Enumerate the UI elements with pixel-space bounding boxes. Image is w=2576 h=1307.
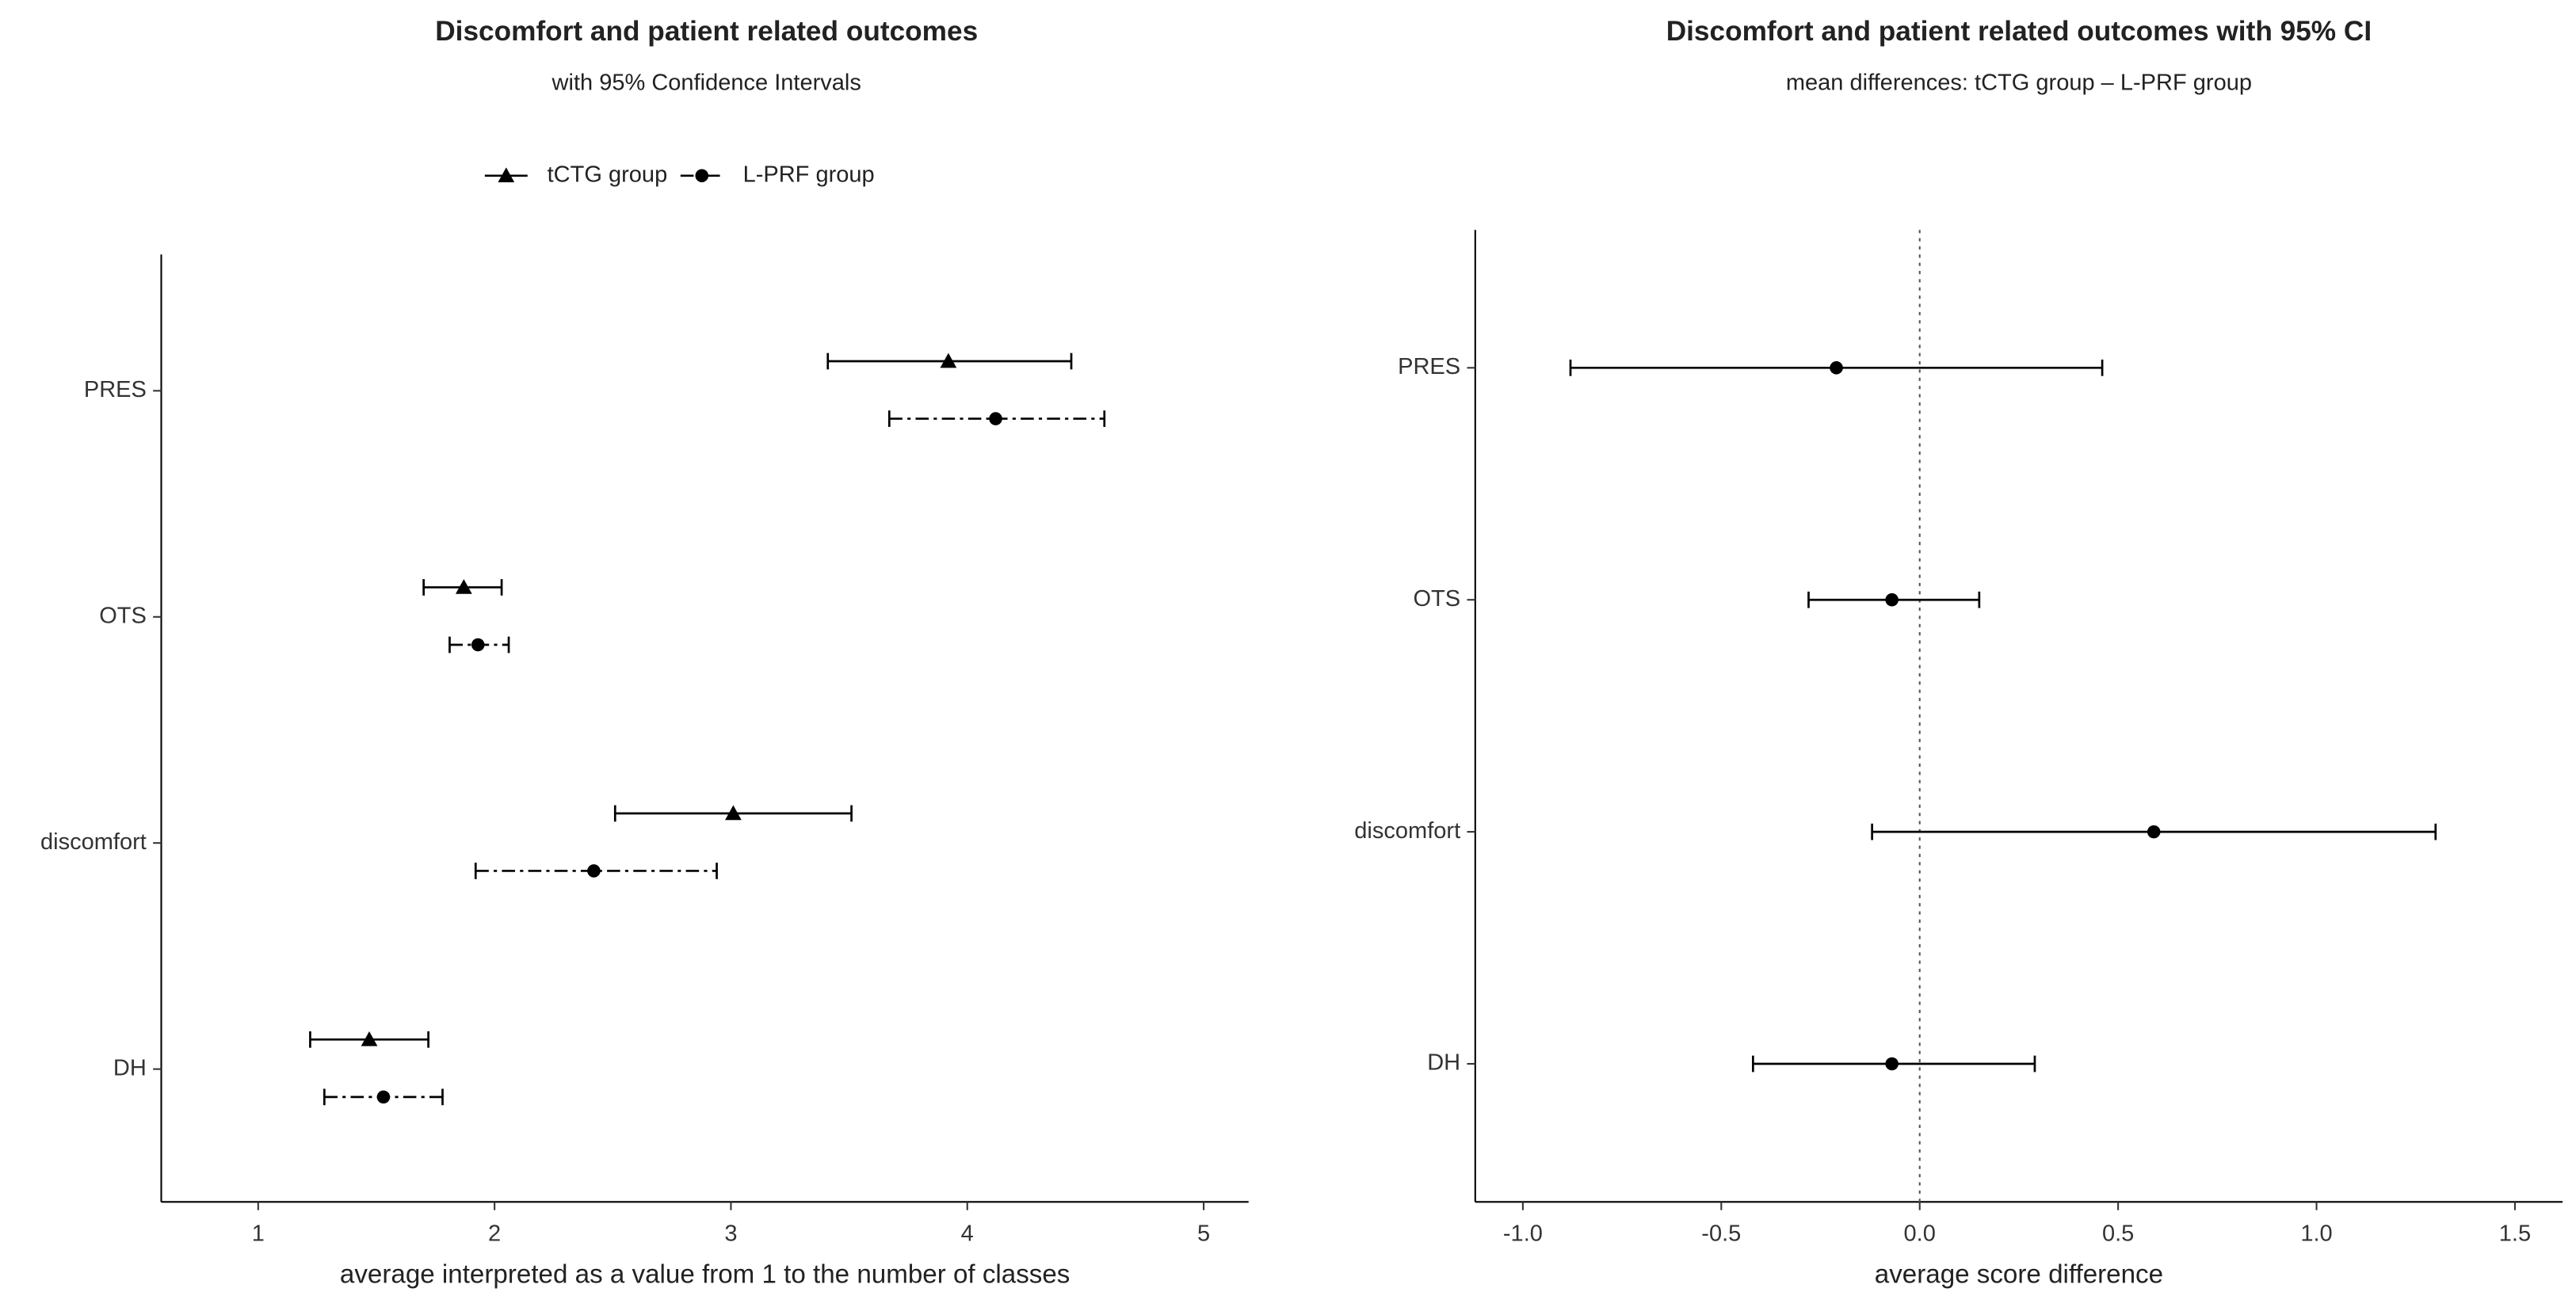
x-tick-label: -1.0	[1503, 1221, 1543, 1246]
x-axis-label: average interpreted as a value from 1 to…	[340, 1259, 1070, 1289]
point	[455, 579, 472, 594]
chart-subtitle: mean differences: tCTG group – L-PRF gro…	[1786, 70, 2252, 95]
x-tick-label: 3	[724, 1221, 737, 1246]
y-tick-label: OTS	[99, 603, 147, 628]
legend-label: L-PRF group	[743, 162, 875, 187]
legend-marker	[695, 169, 709, 183]
x-tick-label: 2	[488, 1221, 501, 1246]
point	[989, 412, 1002, 425]
y-tick-label: PRES	[1398, 354, 1460, 379]
point	[587, 864, 601, 878]
x-tick-label: 5	[1197, 1221, 1210, 1246]
point	[471, 638, 485, 652]
x-tick-label: 1.5	[2499, 1221, 2531, 1246]
x-tick-label: -0.5	[1701, 1221, 1741, 1246]
x-tick-label: 1	[252, 1221, 265, 1246]
point	[376, 1090, 391, 1104]
chart-title: Discomfort and patient related outcomes …	[1666, 16, 2372, 47]
point	[725, 805, 742, 821]
point	[1885, 1057, 1899, 1071]
x-axis-label: average score difference	[1875, 1259, 2163, 1289]
y-tick-label: discomfort	[1354, 818, 1460, 844]
x-tick-label: 0.0	[1904, 1221, 1936, 1246]
legend-marker	[498, 167, 515, 183]
y-tick-label: DH	[1427, 1050, 1460, 1076]
x-tick-label: 1.0	[2300, 1221, 2332, 1246]
point	[940, 352, 957, 368]
y-tick-label: discomfort	[40, 829, 147, 855]
x-tick-label: 4	[961, 1221, 974, 1246]
point	[1885, 593, 1899, 607]
chart-title: Discomfort and patient related outcomes	[435, 16, 978, 47]
y-tick-label: OTS	[1413, 586, 1460, 612]
x-tick-label: 0.5	[2102, 1221, 2134, 1246]
y-tick-label: DH	[113, 1055, 147, 1080]
y-tick-label: PRES	[84, 377, 147, 402]
point	[1830, 361, 1843, 375]
legend-label: tCTG group	[548, 162, 668, 187]
point	[2147, 825, 2161, 839]
point	[361, 1031, 378, 1046]
chart-subtitle: with 95% Confidence Intervals	[551, 70, 861, 95]
